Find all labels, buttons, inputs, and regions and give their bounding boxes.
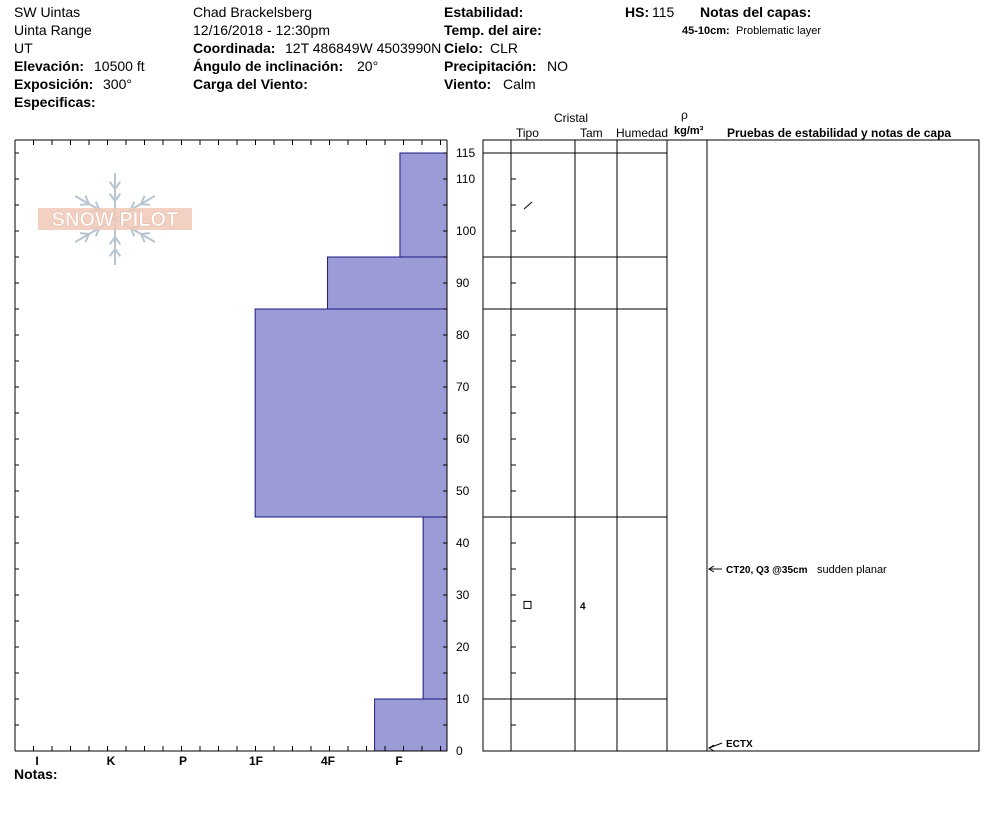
wind-value: Calm: [503, 76, 536, 92]
depth-label: 20: [456, 640, 470, 654]
snowflake-branch: [140, 232, 151, 235]
hardness-label: K: [107, 754, 116, 768]
hardness-plot: I K P 1F 4F F 0 10 20 30 40 50 60 70 80 90 100 110 115: [14, 139, 476, 768]
hs-label: HS:: [625, 4, 650, 20]
coord-label: Coordinada:: [193, 40, 276, 56]
crystal-size: 4: [580, 601, 586, 612]
crystal-symbol-facet: [523, 600, 532, 609]
test-code: CT20, Q3 @35cm: [726, 565, 808, 576]
depth-label: 10: [456, 692, 470, 706]
crystal-header: Cristal: [554, 111, 589, 125]
range: Uinta Range: [14, 22, 92, 38]
tests-header: Pruebas de estabilidad y notas de capa: [727, 126, 952, 140]
air-temp-label: Temp. del aire:: [444, 22, 542, 38]
layer-notes-title: Notas del capas:: [700, 4, 812, 20]
layer-note-text: Problematic layer: [736, 25, 821, 37]
density-unit: kg/m³: [674, 125, 704, 137]
location: SW Uintas: [14, 4, 81, 20]
sky-value: CLR: [490, 40, 519, 56]
hardness-bar: [399, 152, 448, 258]
depth-label: 90: [456, 276, 470, 290]
elevation-label: Elevación:: [14, 58, 85, 74]
depth-label: 60: [456, 432, 470, 446]
depth-label: 40: [456, 536, 470, 550]
depth-label: 100: [456, 224, 476, 238]
aspect-value: 300°: [103, 76, 132, 92]
snowpilot-logo: SNOW PILOT: [38, 173, 192, 265]
moisture-header: Humedad: [616, 126, 669, 140]
layers-table: 4 CT20, Q3 @35cm sudden planar ECTX: [482, 139, 980, 752]
observer: Chad Brackelsberg: [193, 4, 313, 20]
slope-value: 20°: [357, 58, 379, 74]
depth-label: 0: [456, 744, 463, 758]
layer-note-range: 45-10cm:: [682, 25, 730, 37]
snowflake-branch: [108, 181, 116, 190]
elevation-value: 10500 ft: [94, 58, 145, 74]
snowflake-branch: [84, 233, 90, 243]
sky-label: Cielo:: [444, 40, 483, 57]
slope-label: Ángulo de inclinación:: [193, 58, 344, 74]
test-arrow-head: [708, 565, 715, 573]
logo-text: SNOW PILOT: [52, 209, 179, 231]
aspect-label: Exposición:: [14, 76, 94, 92]
snowflake-branch: [114, 236, 122, 245]
depth-label: 50: [456, 484, 470, 498]
coord-value: 12T 486849W 4503990N: [285, 40, 442, 56]
snowflake-branch: [114, 248, 122, 257]
type-header: Tipo: [516, 126, 539, 140]
precip-value: NO: [547, 58, 568, 74]
snowflake-branch: [108, 248, 116, 257]
hardness-bar: [254, 308, 448, 518]
table-frame: [482, 139, 980, 752]
stability-label: Estabilidad:: [444, 4, 524, 20]
snowflake-branch: [114, 193, 122, 202]
test-code: ECTX: [726, 739, 753, 750]
hs-value: 115: [652, 4, 675, 20]
specifics-label: Especificas:: [14, 94, 96, 110]
hardness-label: 1F: [249, 754, 263, 768]
density-symbol: ρ: [681, 108, 688, 122]
test-arrow-head: [708, 744, 715, 752]
hardness-label: 4F: [321, 754, 335, 768]
snowflake-branch: [108, 236, 116, 245]
precip-label: Precipitación:: [444, 58, 537, 74]
wind-label: Viento:: [444, 76, 492, 92]
hardness-bar: [327, 256, 448, 310]
crystal-symbol-precip: [523, 201, 533, 210]
depth-label: 30: [456, 588, 470, 602]
datetime: 12/16/2018 - 12:30pm: [193, 22, 330, 38]
test-note: sudden planar: [817, 564, 887, 576]
depth-label: 70: [456, 380, 470, 394]
hardness-label: I: [35, 754, 38, 768]
notes-label: Notas:: [14, 766, 58, 782]
snowflake-branch: [108, 193, 116, 202]
hardness-label: P: [179, 754, 187, 768]
snowflake-branch: [140, 203, 151, 206]
depth-label: 110: [456, 172, 475, 186]
snowflake-branch: [140, 233, 146, 243]
snowflake-branch: [79, 203, 90, 206]
size-header: Tam: [580, 126, 603, 140]
snowflake-branch: [84, 195, 90, 205]
state: UT: [14, 40, 33, 56]
snowflake-branch: [114, 181, 122, 190]
hardness-bar: [422, 516, 448, 700]
hardness-label: F: [395, 754, 402, 768]
depth-label: 80: [456, 328, 470, 342]
depth-label: 115: [456, 146, 475, 160]
hardness-bar: [374, 698, 448, 752]
wind-load-label: Carga del Viento:: [193, 76, 308, 92]
snowflake-branch: [140, 195, 146, 205]
snowflake-branch: [79, 232, 90, 235]
